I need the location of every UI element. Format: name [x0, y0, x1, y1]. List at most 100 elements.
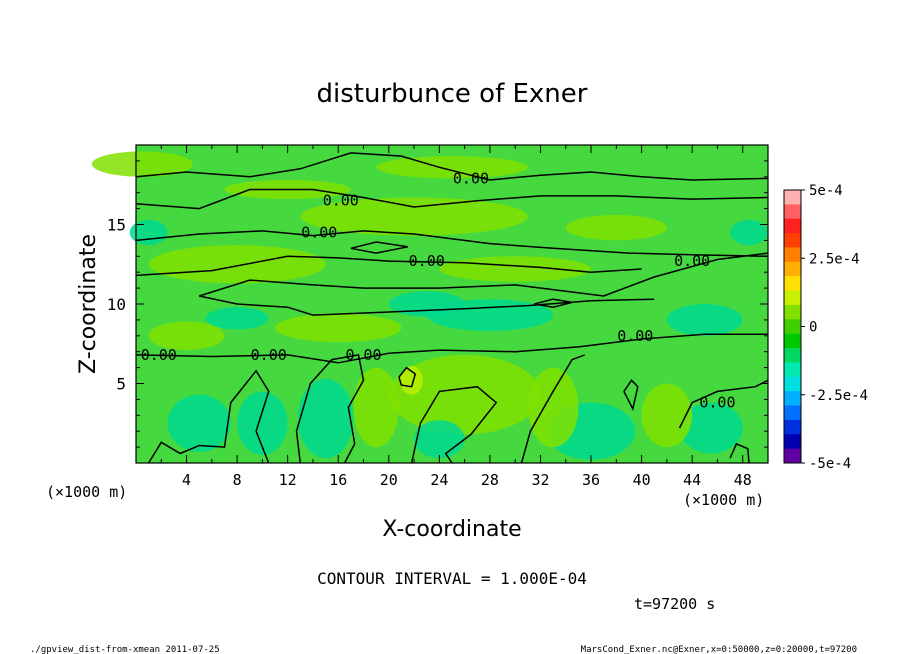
colorbar-swatch	[784, 391, 801, 407]
x-unit-left: (×1000 m)	[46, 483, 127, 501]
x-axis-ticks: 4 8 12 16 20 24 28 32 36 40 44 48	[160, 145, 769, 489]
colorbar-swatch	[784, 218, 801, 234]
field-patch	[129, 219, 168, 246]
contour-label: 0.00	[409, 252, 445, 270]
x-tick-label: 16	[329, 471, 347, 489]
field-patch	[148, 245, 326, 284]
contour-label: 0.00	[345, 346, 381, 364]
contour-line	[534, 298, 573, 308]
colorbar-swatch	[784, 304, 801, 320]
time-text: t=97200 s	[634, 595, 715, 613]
y-tick-label: 10	[107, 295, 126, 314]
contour-line	[678, 379, 769, 429]
colorbar: 5e-4 2.5e-4 0 -2.5e-4 -5e-4	[783, 183, 868, 472]
footer-right: MarsCond_Exner.nc@Exner,x=0:50000,z=0:20…	[581, 645, 857, 654]
field-patch	[414, 420, 465, 459]
field-patch	[300, 197, 528, 236]
contour-line	[729, 442, 750, 464]
contour-lines	[135, 152, 769, 464]
y-axis-label: Z-coordinate	[76, 234, 101, 374]
contour-line	[135, 152, 769, 181]
field-patch	[388, 291, 465, 317]
colorbar-swatch	[784, 204, 801, 220]
field-patch	[641, 383, 693, 448]
contour-line	[520, 354, 585, 464]
x-tick-label: 12	[279, 471, 297, 489]
colorbar-swatch	[784, 276, 801, 292]
x-tick-label: 32	[531, 471, 549, 489]
colorbar-swatch	[784, 333, 801, 349]
field-patch	[527, 367, 579, 448]
contour-line	[198, 252, 769, 297]
colorbar-swatch	[784, 247, 801, 263]
colorbar-swatch	[784, 290, 801, 306]
x-tick-label: 44	[683, 471, 701, 489]
colorbar-tick-label: 0	[809, 320, 817, 336]
x-tick-label: 8	[233, 471, 242, 489]
field-patch	[297, 378, 354, 459]
x-axis-label: X-coordinate	[382, 517, 521, 542]
colorbar-swatch	[784, 448, 801, 464]
contour-label: 0.00	[453, 169, 489, 187]
contour-label: 0.00	[699, 394, 735, 412]
y-tick-label: 5	[116, 375, 126, 394]
footer-left: ./gpview_dist-from-xmean 2011-07-25	[30, 645, 220, 654]
plot-area: 0.000.000.000.00 0.000.000.00 0.00 0.000.00…	[91, 144, 769, 489]
y-axis-ticks: 5 10 15	[107, 160, 768, 448]
contour-interval-text: CONTOUR INTERVAL = 1.000E-04	[317, 569, 587, 588]
field-patch	[167, 394, 231, 452]
field-patches	[91, 151, 768, 460]
field-patch	[388, 354, 541, 435]
field-patch	[565, 214, 667, 241]
contour-label: 0.00	[617, 327, 653, 345]
field-patch	[439, 256, 592, 282]
field-patch	[275, 313, 402, 343]
colorbar-tick-label: 2.5e-4	[809, 251, 860, 267]
field-patch	[376, 156, 528, 179]
contour-line	[350, 241, 408, 254]
contour-labels: 0.00 0.00 0.00 0.00 0.00 0.00 0.00 0.00 0.00 0.00	[141, 169, 736, 411]
colorbar-tick-label: -5e-4	[809, 456, 851, 472]
colorbar-tick-label: -2.5e-4	[809, 388, 868, 404]
colorbar-swatches	[784, 190, 801, 464]
contour-line	[135, 333, 768, 364]
field-patch	[205, 307, 269, 330]
chart-title: disturbunce of Exner	[317, 79, 588, 109]
colorbar-swatch	[784, 405, 801, 421]
x-tick-label: 20	[380, 471, 398, 489]
colorbar-swatch	[784, 419, 801, 435]
field-patch	[730, 219, 768, 246]
field-patch	[679, 402, 743, 454]
field-patch	[91, 151, 193, 177]
colorbar-swatch	[784, 348, 801, 363]
field-patch	[400, 366, 423, 395]
field-patch	[353, 367, 399, 448]
contour-line	[398, 366, 417, 388]
x-tick-label: 48	[734, 471, 752, 489]
contour-line	[410, 385, 498, 464]
contour-label: 0.00	[674, 252, 710, 270]
field-patch	[237, 391, 288, 456]
x-tick-label: 36	[582, 471, 600, 489]
colorbar-swatch	[784, 376, 801, 392]
colorbar-swatch	[784, 362, 801, 378]
contour-line	[295, 354, 365, 464]
y-tick-label: 15	[107, 216, 126, 235]
colorbar-swatch	[784, 434, 801, 450]
contour-label: 0.00	[323, 192, 359, 210]
x-tick-label: 28	[481, 471, 499, 489]
contour-line	[147, 369, 270, 464]
contour-label: 0.00	[141, 346, 177, 364]
contour-label: 0.00	[301, 223, 337, 241]
contour-line	[135, 188, 769, 210]
x-tick-label: 4	[182, 471, 191, 489]
colorbar-swatch	[784, 190, 801, 205]
field-patch	[666, 304, 743, 336]
contour-line	[135, 230, 769, 258]
colorbar-swatch	[784, 233, 801, 248]
contour-line	[623, 379, 639, 412]
contour-line	[135, 255, 642, 277]
x-tick-label: 24	[430, 471, 448, 489]
colorbar-swatch	[784, 261, 801, 277]
